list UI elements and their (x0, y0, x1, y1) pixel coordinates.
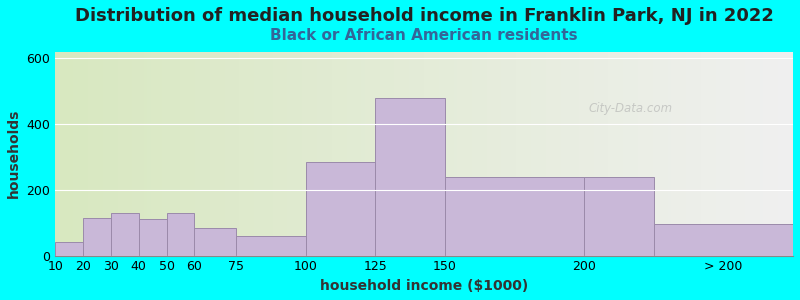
X-axis label: household income ($1000): household income ($1000) (320, 279, 528, 293)
Bar (83, 218, 111, 256)
Text: Black or African American residents: Black or African American residents (270, 28, 578, 43)
Bar (306, 162, 375, 256)
Bar (236, 236, 306, 256)
Text: City-Data.com: City-Data.com (589, 102, 673, 115)
Bar (55, 242, 83, 256)
Bar (166, 213, 194, 256)
Bar (445, 177, 584, 256)
Bar (375, 98, 445, 256)
Y-axis label: households: households (7, 109, 21, 198)
Bar (194, 228, 236, 256)
Bar (654, 224, 793, 256)
Bar (111, 213, 138, 256)
Title: Distribution of median household income in Franklin Park, NJ in 2022: Distribution of median household income … (74, 7, 774, 25)
Bar (138, 219, 166, 256)
Bar (584, 177, 654, 256)
